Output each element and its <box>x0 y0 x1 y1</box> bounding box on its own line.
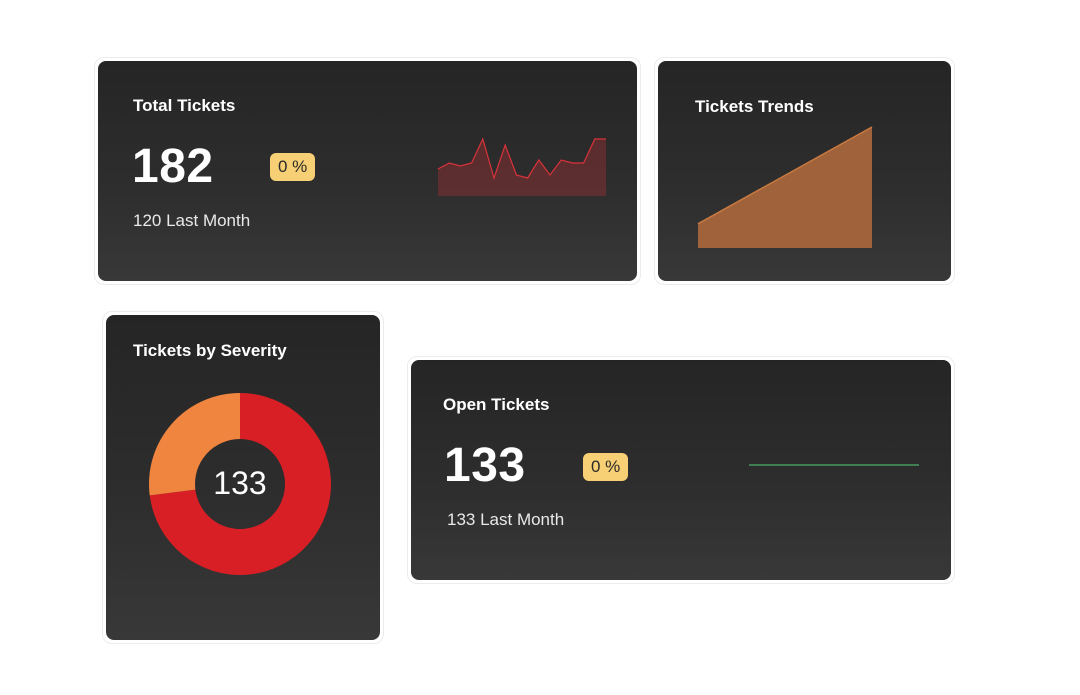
tickets-trends-card-frame: Tickets Trends <box>654 57 955 285</box>
severity-donut-chart <box>149 393 331 575</box>
tickets-by-severity-title: Tickets by Severity <box>133 341 287 360</box>
total-tickets-sparkline-area <box>438 139 606 196</box>
total-tickets-card[interactable]: Total Tickets 182 0 % 120 Last Month <box>98 61 637 281</box>
total-tickets-sparkline <box>437 137 606 196</box>
tickets-trends-title: Tickets Trends <box>695 97 814 116</box>
open-tickets-title: Open Tickets <box>443 395 550 414</box>
severity-slice-red[interactable] <box>149 393 331 575</box>
tickets-by-severity-card[interactable]: Tickets by Severity 133 <box>106 315 380 640</box>
total-tickets-change-badge: 0 % <box>270 153 316 181</box>
tickets-trends-area-chart <box>697 126 873 248</box>
tickets-trends-card[interactable]: Tickets Trends <box>658 61 951 281</box>
severity-slice-orange[interactable] <box>149 393 240 496</box>
open-tickets-last-month: 133 Last Month <box>447 510 565 529</box>
total-tickets-last-month: 120 Last Month <box>133 211 251 230</box>
tickets-trends-line <box>697 126 873 225</box>
open-tickets-change-badge: 0 % <box>583 453 629 481</box>
open-tickets-value: 133 <box>444 439 526 492</box>
severity-donut-center-value: 133 <box>213 465 267 501</box>
total-tickets-value: 182 <box>132 140 214 193</box>
open-tickets-card-frame: Open Tickets 133 0 % 133 Last Month <box>407 356 955 584</box>
tickets-by-severity-card-frame: Tickets by Severity 133 <box>102 311 384 644</box>
open-tickets-card[interactable]: Open Tickets 133 0 % 133 Last Month <box>411 360 951 580</box>
total-tickets-sparkline-line <box>437 137 606 181</box>
tickets-trends-area <box>698 127 872 248</box>
open-tickets-sparkline <box>749 464 919 466</box>
total-tickets-title: Total Tickets <box>133 96 236 115</box>
total-tickets-card-frame: Total Tickets 182 0 % 120 Last Month <box>94 57 641 285</box>
